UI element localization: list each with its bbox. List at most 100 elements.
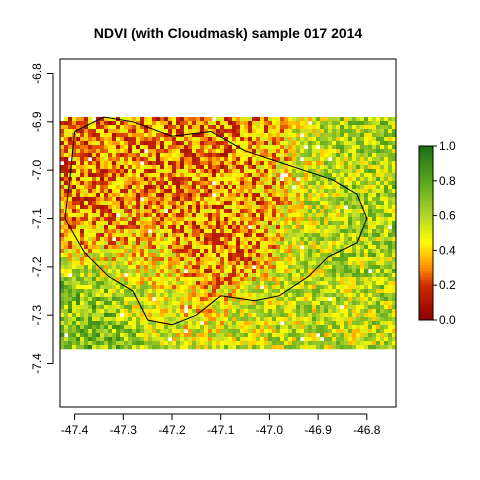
raster-cell <box>244 237 249 242</box>
raster-cell <box>80 173 85 178</box>
raster-cell <box>200 317 205 322</box>
raster-cell <box>340 141 345 146</box>
raster-cell <box>112 125 117 130</box>
colorbar-segment <box>419 291 433 295</box>
colorbar-segment <box>419 166 433 170</box>
raster-cell <box>388 273 393 278</box>
raster-cell <box>80 345 85 350</box>
raster-cell <box>84 265 89 270</box>
raster-cell <box>212 285 217 290</box>
raster-cell <box>360 309 365 314</box>
raster-cell <box>112 289 117 294</box>
raster-cell <box>188 225 193 230</box>
raster-cell <box>220 173 225 178</box>
raster-cell <box>100 301 105 306</box>
raster-cell <box>72 201 77 206</box>
raster-cell <box>144 141 149 146</box>
raster-cell <box>372 253 377 258</box>
raster-cell <box>148 269 153 274</box>
raster-cell <box>116 273 121 278</box>
raster-cell <box>292 137 297 142</box>
raster-cell <box>352 245 357 250</box>
raster-cell <box>112 305 117 310</box>
raster-cell <box>364 237 369 242</box>
raster-cell <box>352 125 357 130</box>
raster-cell <box>340 337 345 342</box>
raster-cell <box>180 257 185 262</box>
raster-cell <box>308 337 313 342</box>
colorbar-tick-label: 1.0 <box>439 139 456 153</box>
raster-cell <box>196 149 201 154</box>
raster-cell <box>344 133 349 138</box>
raster-cell <box>188 249 193 254</box>
raster-cell <box>228 217 233 222</box>
raster-cell <box>280 193 285 198</box>
raster-cell <box>252 161 257 166</box>
raster-cell <box>76 181 81 186</box>
raster-cell <box>192 117 197 122</box>
raster-cell <box>268 133 273 138</box>
raster-cell <box>376 129 381 134</box>
raster-cell <box>84 205 89 210</box>
raster-cell <box>132 329 137 334</box>
raster-cell <box>136 189 141 194</box>
raster-cell <box>304 333 309 338</box>
raster-cell <box>308 165 313 170</box>
raster-cell <box>304 281 309 286</box>
raster-cell <box>392 313 397 318</box>
raster-cell <box>124 265 129 270</box>
raster-cell <box>108 217 113 222</box>
raster-cell <box>116 237 121 242</box>
raster-cell <box>344 329 349 334</box>
raster-cell <box>276 301 281 306</box>
raster-cell <box>204 209 209 214</box>
raster-cell <box>96 237 101 242</box>
raster-cell <box>276 233 281 238</box>
raster-cell <box>164 137 169 142</box>
raster-cell <box>272 229 277 234</box>
raster-cell <box>248 181 253 186</box>
raster-cell <box>296 265 301 270</box>
raster-cell <box>100 305 105 310</box>
raster-cell <box>196 293 201 298</box>
raster-cell <box>304 269 309 274</box>
raster-cell <box>164 169 169 174</box>
raster-cell <box>180 321 185 326</box>
raster-cell <box>204 253 209 258</box>
raster-cell <box>260 161 265 166</box>
raster-cell <box>92 169 97 174</box>
raster-cell <box>76 293 81 298</box>
raster-cell <box>144 329 149 334</box>
raster-cell <box>156 301 161 306</box>
raster-cell <box>280 281 285 286</box>
raster-cell <box>372 157 377 162</box>
raster-cell <box>92 217 97 222</box>
raster-cell <box>340 245 345 250</box>
raster-cell <box>344 345 349 350</box>
raster-cell <box>240 153 245 158</box>
raster-cell <box>124 189 129 194</box>
raster-cell <box>376 289 381 294</box>
raster-cell <box>240 205 245 210</box>
raster-cell <box>160 205 165 210</box>
raster-cell <box>320 197 325 202</box>
raster-cell <box>364 253 369 258</box>
raster-cell <box>360 265 365 270</box>
raster-cell <box>292 329 297 334</box>
raster-cell <box>320 141 325 146</box>
raster-cell <box>208 133 213 138</box>
raster-cell <box>76 297 81 302</box>
raster-cell <box>312 133 317 138</box>
raster-cell <box>216 261 221 266</box>
raster-cell <box>324 245 329 250</box>
raster-cell <box>168 345 173 350</box>
raster-cell <box>336 273 341 278</box>
raster-cell <box>284 325 289 330</box>
raster-cell <box>236 121 241 126</box>
raster-cell <box>224 137 229 142</box>
raster-cell <box>236 325 241 330</box>
colorbar-segment <box>419 259 433 263</box>
raster-cell <box>224 293 229 298</box>
raster-cell <box>132 217 137 222</box>
raster-cell <box>200 301 205 306</box>
